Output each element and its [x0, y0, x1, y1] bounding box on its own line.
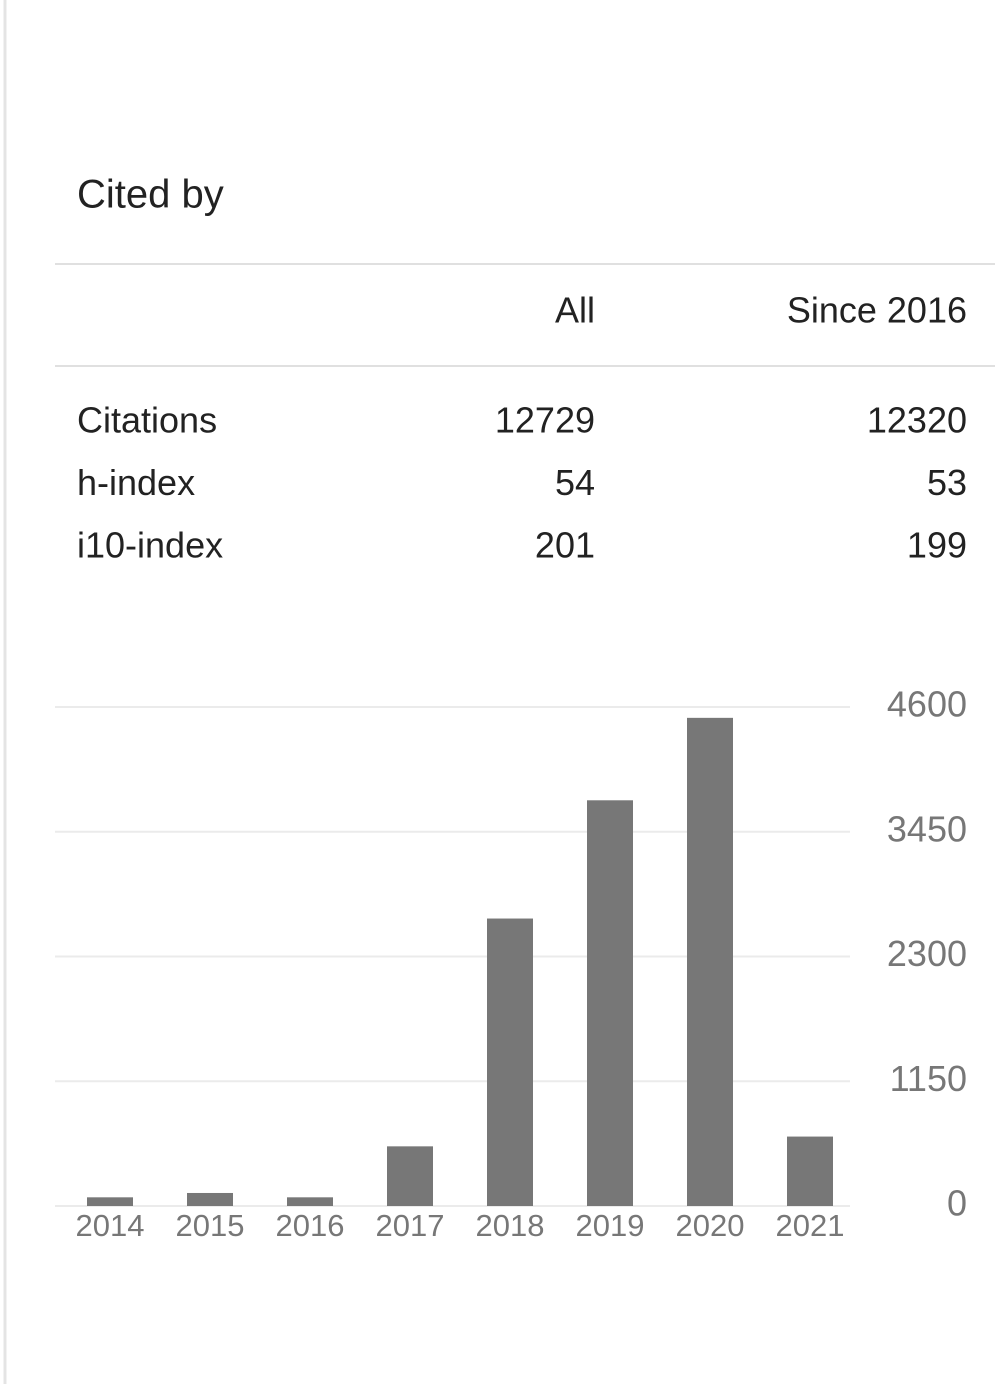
- chart: 0 1150 2300 3450 4600 2014 2015 2016 2017 2018 201…: [55, 684, 967, 1243]
- x-tick-label: 2019: [576, 1208, 645, 1243]
- x-tick-label: 2014: [76, 1208, 145, 1243]
- cell-value: 12320: [867, 400, 967, 441]
- column-header: All: [555, 290, 595, 331]
- panel-title: Cited by: [77, 173, 224, 217]
- bar: [587, 800, 633, 1206]
- cell-value: 199: [907, 525, 967, 566]
- y-tick-label: 4600: [887, 684, 967, 725]
- row-label: Citations: [77, 400, 217, 441]
- cell-value: 53: [927, 462, 967, 503]
- x-tick-label: 2021: [776, 1208, 845, 1243]
- y-tick-label: 0: [947, 1183, 967, 1224]
- bar: [787, 1136, 833, 1206]
- y-tick-label: 3450: [887, 808, 967, 849]
- x-tick-label: 2018: [476, 1208, 545, 1243]
- cell-value: 201: [535, 525, 595, 566]
- bar: [87, 1197, 133, 1206]
- x-tick-label: 2015: [176, 1208, 245, 1243]
- x-tick-label: 2020: [676, 1208, 745, 1243]
- x-tick-label: 2016: [276, 1208, 345, 1243]
- row-label: i10-index: [77, 525, 223, 566]
- x-tick-label: 2017: [376, 1208, 445, 1243]
- bar: [187, 1192, 233, 1206]
- row-label: h-index: [77, 462, 195, 503]
- y-tick-label: 1150: [890, 1058, 967, 1099]
- bar: [287, 1197, 333, 1206]
- bar: [387, 1146, 433, 1206]
- cell-value: 12729: [495, 400, 595, 441]
- bar: [487, 918, 533, 1206]
- column-header: Since 2016: [787, 290, 967, 331]
- cell-value: 54: [555, 462, 595, 503]
- table-body: Citations 12729 12320 h-index 54 53 i10-index 2…: [77, 400, 967, 566]
- bar: [687, 717, 733, 1206]
- y-tick-label: 2300: [887, 933, 967, 974]
